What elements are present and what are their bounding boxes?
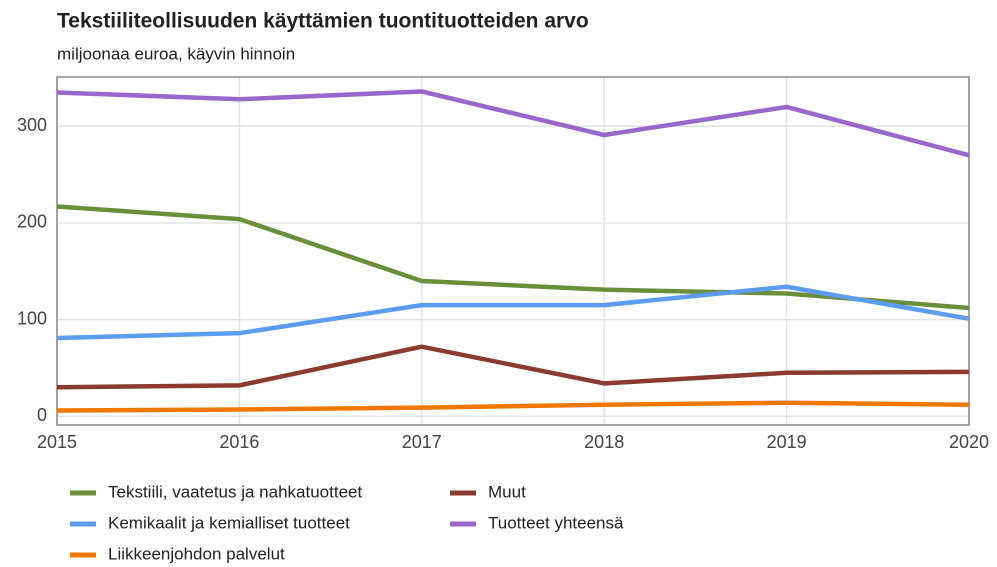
series-line [56, 400, 970, 413]
chart-title: Tekstiiliteollisuuden käyttämien tuontit… [57, 10, 589, 33]
y-tick-label: 100 [17, 308, 47, 328]
series-line [56, 284, 970, 341]
series-line [56, 204, 970, 311]
x-tick-label: 2019 [767, 432, 807, 452]
x-tick-label: 2018 [584, 432, 624, 452]
legend-label: Tekstiili, vaatetus ja nahkatuotteet [108, 482, 362, 501]
chart-subtitle: miljoonaa euroa, käyvin hinnoin [57, 44, 295, 63]
y-tick-label: 0 [37, 405, 47, 425]
legend-label: Muut [488, 482, 526, 501]
x-tick-label: 2020 [949, 432, 989, 452]
legend-label: Kemikaalit ja kemialliset tuotteet [108, 513, 350, 532]
legend-label: Tuotteet yhteensä [488, 513, 624, 532]
series-line [56, 89, 970, 158]
plot-frame [56, 76, 970, 426]
x-tick-label: 2015 [37, 432, 77, 452]
x-tick-label: 2017 [402, 432, 442, 452]
y-tick-label: 200 [17, 212, 47, 232]
x-tick-label: 2016 [219, 432, 259, 452]
legend-label: Liikkeenjohdon palvelut [108, 544, 285, 563]
series-line [56, 344, 970, 390]
y-tick-label: 300 [17, 115, 47, 135]
